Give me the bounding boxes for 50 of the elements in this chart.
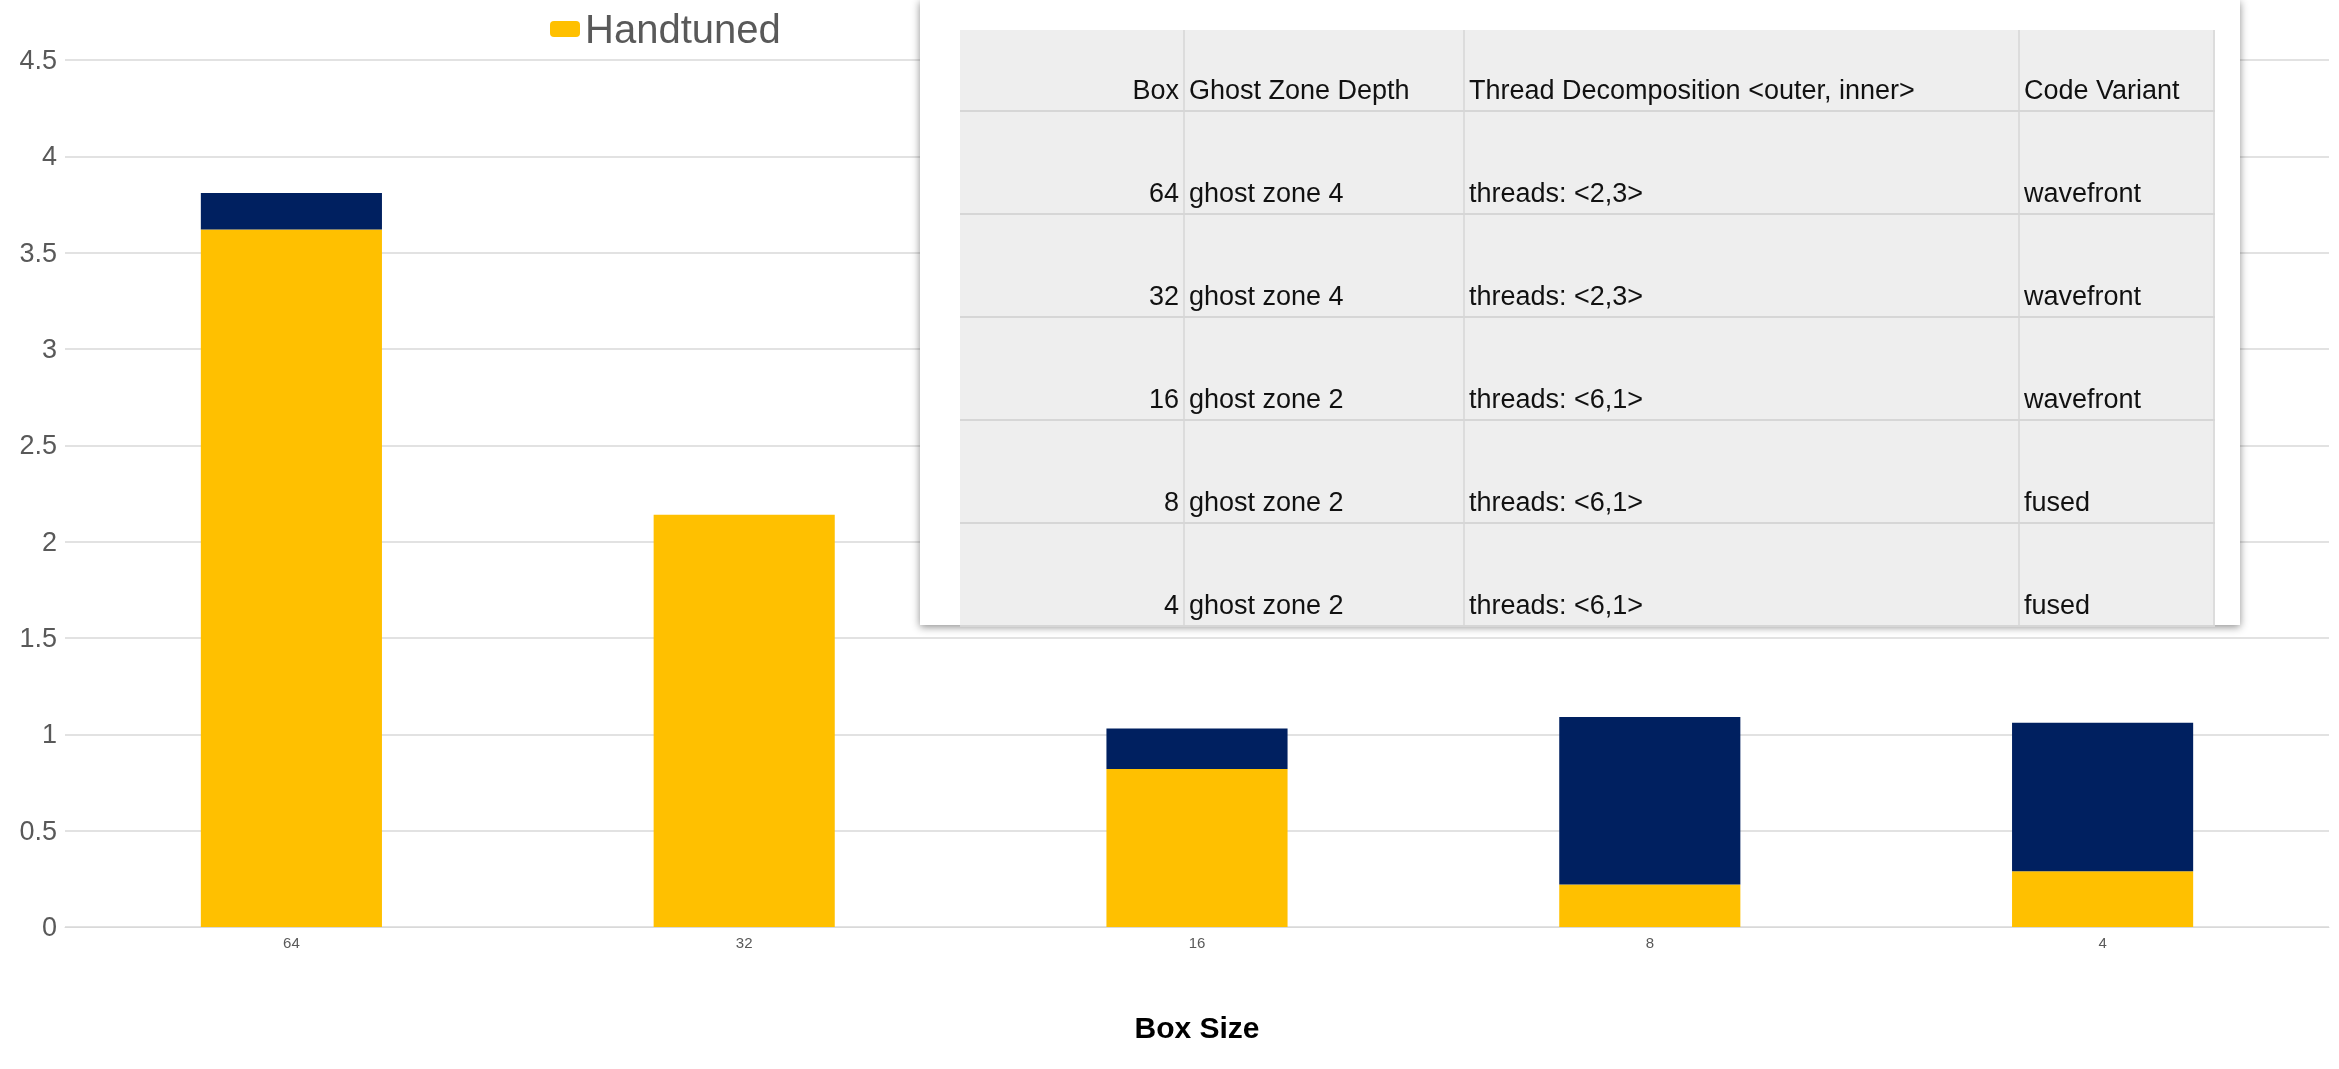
y-tick-label: 2.5 [19,430,57,461]
bar [1559,884,1741,927]
y-tick-label: 0.5 [19,815,57,846]
x-tick-label: 64 [283,934,300,951]
annotation: 32 [960,214,1184,317]
annotation: ghost zone 4 [1184,214,1464,317]
annotation: ghost zone 2 [1184,523,1464,626]
bar [1559,716,1741,885]
y-tick-label: 0 [41,912,57,942]
annotation: wavefront [2019,214,2214,317]
annotation: threads: <6,1> [1464,523,2019,626]
x-tick-label: 8 [1645,934,1654,951]
legend-label: Handtuned [585,7,781,51]
y-tick-label: 2 [41,526,57,557]
bar [200,229,382,927]
annotation: threads: <2,3> [1464,111,2019,214]
y-tick-label: 1 [41,719,57,750]
annotation: Thread Decomposition <outer, inner> [1464,30,2019,111]
bar [653,514,835,927]
annotation: ghost zone 2 [1184,420,1464,523]
x-tick-label: 4 [2098,934,2107,951]
annotation: threads: <6,1> [1464,317,2019,420]
annotation: 64 [960,111,1184,214]
annotation: threads: <2,3> [1464,214,2019,317]
x-tick-label: 32 [735,934,753,951]
annotation: 8 [960,420,1184,523]
y-tick-label: 4.5 [19,45,57,75]
bar [2012,722,2194,872]
x-tick-label: 16 [1188,934,1206,951]
y-tick-label: 4 [41,141,57,172]
annotation: ghost zone 4 [1184,111,1464,214]
bar [1106,728,1288,770]
annotation: Ghost Zone Depth [1184,30,1464,111]
annotation: wavefront [2019,111,2214,214]
y-tick-label: 3 [41,334,57,364]
bar [1106,769,1288,927]
annotation: fused [2019,523,2214,626]
x-axis-title: Box Size [1134,1010,1260,1044]
bar [200,192,382,230]
y-tick-label: 1.5 [19,623,57,653]
annotation: threads: <6,1> [1464,420,2019,523]
bar [2012,871,2194,927]
annotation: 4 [960,523,1184,626]
annotation: Box [960,30,1184,111]
annotation: 16 [960,317,1184,420]
annotation: Code Variant [2019,30,2214,111]
annotation: ghost zone 2 [1184,317,1464,420]
annotation: wavefront [2019,317,2214,420]
y-tick-label: 3.5 [19,237,57,268]
annotation: fused [2019,420,2214,523]
